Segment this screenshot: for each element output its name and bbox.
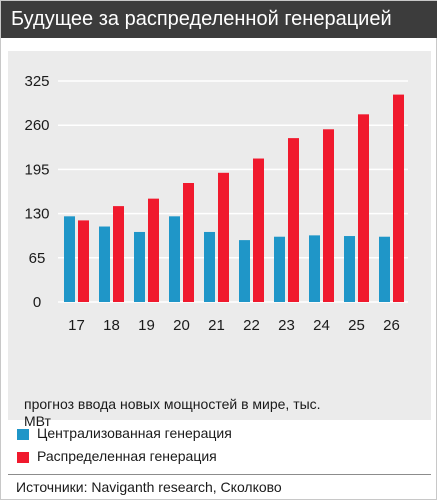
bar-distributed [393, 94, 404, 302]
x-tick-label: 22 [243, 317, 260, 334]
bar-centralized [309, 235, 320, 302]
x-tick-label: 21 [208, 317, 225, 334]
bar-centralized [239, 240, 250, 302]
x-axis: 17 18 19 20 21 22 23 24 25 26 [68, 317, 400, 334]
bar-centralized [379, 236, 390, 302]
bar-centralized [204, 231, 215, 302]
bar-centralized [99, 226, 110, 302]
bar-distributed [183, 183, 194, 302]
legend-label-distributed: Распределенная генерация [37, 448, 217, 464]
legend-swatch-centralized [17, 429, 29, 440]
x-tick-label: 19 [138, 317, 155, 334]
bar-centralized [274, 236, 285, 302]
bar-distributed [323, 129, 334, 302]
x-tick-label: 20 [173, 317, 190, 334]
x-tick-label: 24 [313, 317, 330, 334]
bar-centralized [344, 236, 355, 302]
bar-distributed [288, 138, 299, 302]
chart-title: Будущее за распределенной генерацией [11, 8, 392, 30]
y-tick-label: 130 [24, 206, 49, 223]
x-tick-label: 23 [278, 317, 295, 334]
chart-panel: 0 65 130 195 260 325 17 18 19 20 21 22 23 24 25 26 про… [8, 51, 431, 429]
bar-distributed [148, 198, 159, 302]
bar-distributed [78, 220, 89, 302]
source-note: Источники: Naviganth research, Сколково [16, 479, 282, 495]
y-tick-label: 195 [24, 161, 49, 178]
y-axis: 0 65 130 195 260 325 [24, 73, 49, 311]
bar-distributed [113, 206, 124, 302]
grid-lines [58, 80, 408, 303]
bar-distributed [253, 158, 264, 302]
bar-centralized [169, 216, 180, 302]
divider [8, 474, 431, 475]
bar-distributed [218, 172, 229, 302]
bar-chart: 0 65 130 195 260 325 17 18 19 20 21 22 23 24 25 26 [24, 73, 408, 334]
bar-distributed [358, 114, 369, 302]
y-tick-label: 65 [29, 250, 46, 267]
y-tick-label: 260 [24, 117, 49, 134]
bars [64, 94, 404, 302]
unit-note: прогноз ввода новых мощностей в мире, ты… [24, 396, 321, 429]
y-tick-label: 325 [24, 73, 49, 90]
x-tick-label: 18 [103, 317, 120, 334]
y-tick-label: 0 [33, 294, 41, 311]
x-tick-label: 26 [383, 317, 400, 334]
legend-swatch-distributed [17, 452, 29, 463]
x-tick-label: 25 [348, 317, 365, 334]
x-tick-label: 17 [68, 317, 85, 334]
bar-centralized [134, 231, 145, 302]
bar-centralized [64, 216, 75, 302]
title-bar: Будущее за распределенной генерацией [1, 1, 437, 38]
legend-label-centralized: Централизованная генерация [37, 425, 232, 441]
